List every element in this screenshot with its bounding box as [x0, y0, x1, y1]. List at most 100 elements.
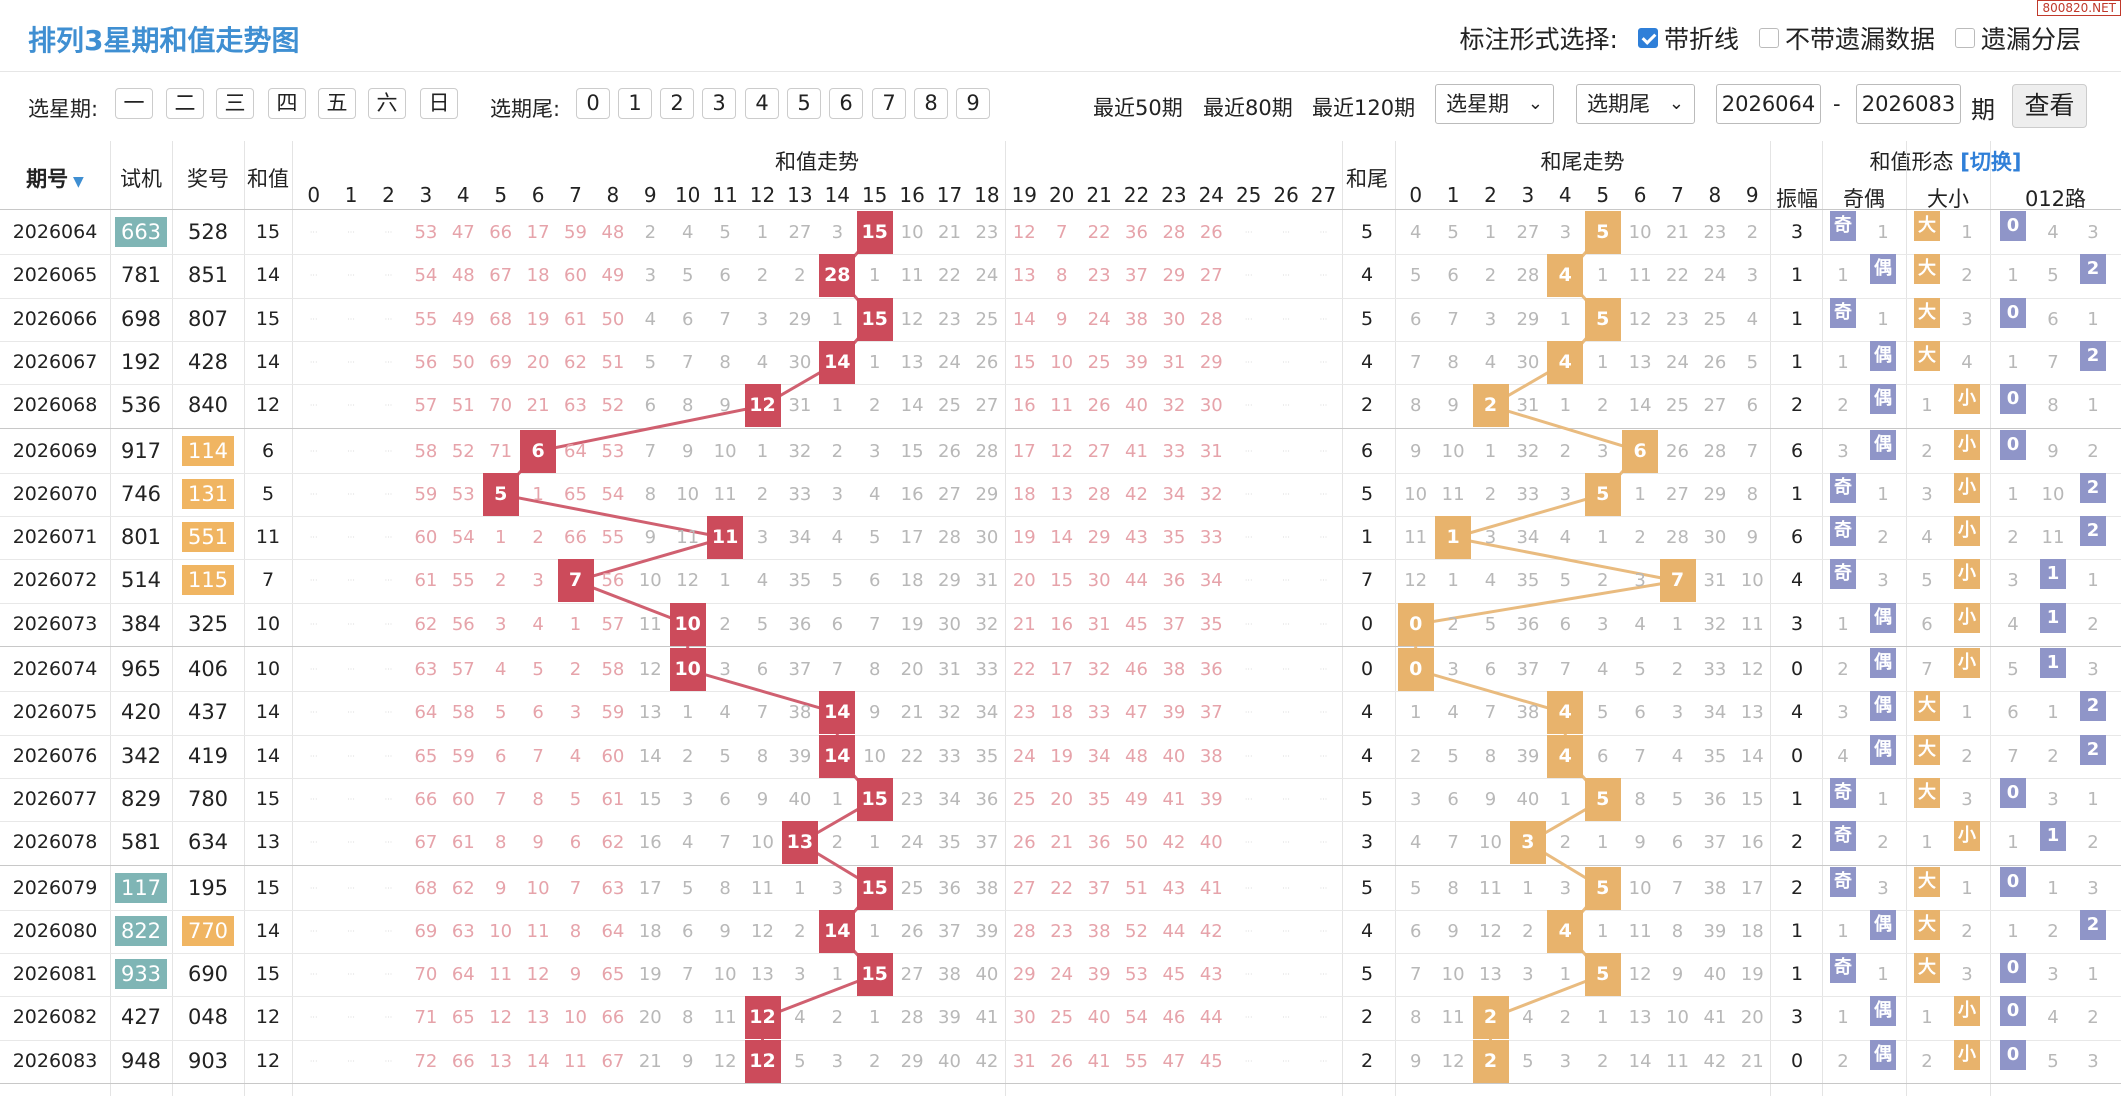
sum-missing-value: ··· [347, 489, 355, 499]
view-button[interactable]: 查看 [2012, 84, 2087, 128]
sum-header: 和值 [247, 167, 289, 191]
issue-number: 2026066 [12, 307, 98, 330]
trial-number: 829 [120, 786, 162, 811]
sum-missing-value: 34 [975, 702, 999, 724]
prize-number: 634 [187, 830, 229, 855]
tail-missing-value: 3 [1409, 788, 1422, 810]
row-divider [0, 340, 2121, 342]
sum-missing-value: ··· [1319, 1013, 1328, 1023]
tail-digit-button[interactable]: 4 [745, 88, 779, 119]
big-small-chip: 大 [1914, 254, 1940, 285]
tail-digit-button[interactable]: 3 [702, 88, 736, 119]
weekday-button[interactable]: 一 [115, 88, 153, 119]
sum-missing-value: 7 [756, 702, 769, 724]
tail-value: 5 [1360, 963, 1374, 986]
sum-missing-value: 25 [1012, 788, 1036, 810]
sum-missing-value: 10 [863, 745, 887, 767]
trial-number-cell: 663 [110, 211, 172, 254]
sum-missing-value: ··· [1282, 926, 1290, 936]
route-012-chip: 2 [2080, 340, 2106, 371]
sum-missing-value: 6 [569, 832, 582, 854]
recent-120-link[interactable]: 最近120期 [1312, 96, 1416, 120]
tail-digit-button[interactable]: 6 [829, 88, 863, 119]
tail-digit-button[interactable]: 2 [660, 88, 694, 119]
sum-missing-value: ··· [309, 228, 318, 237]
tail-missing-value: 35 [1703, 745, 1727, 767]
sum-missing-value: ··· [1244, 271, 1253, 281]
weekday-button[interactable]: 六 [368, 88, 406, 119]
sum-missing-value: 21 [900, 702, 924, 724]
issue-header[interactable]: 期号 ▼ [0, 163, 110, 193]
sum-column-header: 24 [1198, 183, 1225, 207]
trial-number-cell: 746 [110, 473, 172, 516]
with-lines-checkbox[interactable]: 带折线 [1637, 20, 1739, 56]
prize-number: 419 [187, 743, 229, 768]
tail-value: 0 [1360, 612, 1374, 635]
weekday-button[interactable]: 二 [166, 88, 204, 119]
tail-missing-value: 3 [1671, 702, 1684, 724]
tail-missing-value: 6 [1409, 920, 1422, 942]
tail-missing-value: 36 [1516, 613, 1540, 635]
tail-missing-value: 3 [1596, 440, 1609, 462]
sum-missing-value: 69 [414, 920, 438, 942]
sum-missing-value: 4 [719, 702, 731, 724]
tail-digit-button[interactable]: 5 [787, 88, 821, 119]
sum-missing-value: 51 [601, 351, 625, 373]
sum-missing-value: 31 [1162, 351, 1186, 373]
sum-missing-value: 2 [644, 222, 657, 243]
missing-layer-checkbox[interactable]: 遗漏分层 [1954, 20, 2081, 56]
sum-missing-value: 33 [1162, 440, 1186, 462]
tail-digit-button[interactable]: 7 [872, 88, 906, 119]
weekday-button[interactable]: 日 [420, 88, 458, 119]
sum-missing-value: 28 [938, 527, 961, 549]
sum-missing-value: 44 [1199, 1007, 1223, 1029]
sum-missing-value: 16 [1050, 613, 1074, 635]
sum-missing-value: 17 [900, 527, 924, 549]
no-missing-checkbox[interactable]: 不带遗漏数据 [1758, 20, 1935, 56]
sum-missing-value: 54 [601, 483, 625, 505]
tail-column-header: 1 [1446, 183, 1460, 207]
sum-missing-value: ··· [1319, 794, 1328, 804]
site-badge: 800820.NET [2037, 0, 2121, 16]
start-issue-input[interactable]: 2026064 [1716, 84, 1821, 124]
issue-number: 2026071 [12, 526, 98, 549]
tail-select[interactable]: 选期尾 ⌄ [1576, 84, 1695, 124]
prize-header: 奖号 [187, 167, 229, 191]
sum-missing-value: 33 [938, 745, 961, 767]
tail-missing-value: 7 [1484, 702, 1497, 724]
tail-digit-button[interactable]: 9 [956, 88, 990, 119]
tail-missing-value: 2 [1559, 440, 1572, 462]
recent-50-link[interactable]: 最近50期 [1093, 96, 1183, 120]
tail-missing-value: 9 [1484, 788, 1497, 810]
big-small-missing: 3 [1961, 964, 1973, 986]
end-issue-input[interactable]: 2026083 [1856, 84, 1961, 124]
sum-missing-value: 19 [526, 308, 550, 330]
tail-missing-value: 10 [1441, 964, 1465, 986]
sum-missing-value: ··· [1244, 794, 1253, 804]
sum-missing-value: 2 [719, 613, 731, 635]
tail-missing-value: 3 [1559, 222, 1572, 243]
weekday-button[interactable]: 三 [216, 88, 254, 119]
route-012-chip: 1 [2040, 648, 2066, 678]
big-small-missing: 1 [1921, 395, 1933, 417]
sum-missing-value: 37 [1125, 265, 1148, 287]
tail-missing-value: 3 [1559, 1050, 1572, 1072]
odd-even-missing: 1 [1837, 265, 1849, 287]
sum-missing-value: 20 [638, 1007, 662, 1029]
sum-missing-value: 64 [451, 964, 475, 986]
issue-number: 2026081 [12, 963, 98, 986]
recent-80-link[interactable]: 最近80期 [1203, 96, 1293, 120]
weekday-select[interactable]: 选星期 ⌄ [1435, 84, 1554, 124]
odd-even-missing: 2 [1837, 395, 1849, 417]
sum-missing-value: 21 [1050, 832, 1074, 854]
header-divider [0, 209, 2121, 210]
tail-digit-button[interactable]: 0 [576, 88, 610, 119]
tail-digit-button[interactable]: 8 [914, 88, 948, 119]
weekday-button[interactable]: 五 [318, 88, 356, 119]
tail-missing-value: 6 [1484, 659, 1497, 680]
row-divider [0, 1039, 2121, 1041]
tail-digit-button[interactable]: 1 [618, 88, 652, 119]
weekday-button[interactable]: 四 [268, 88, 306, 119]
tail-missing-value: 26 [1703, 351, 1727, 373]
sum-column-header: 7 [569, 183, 582, 207]
